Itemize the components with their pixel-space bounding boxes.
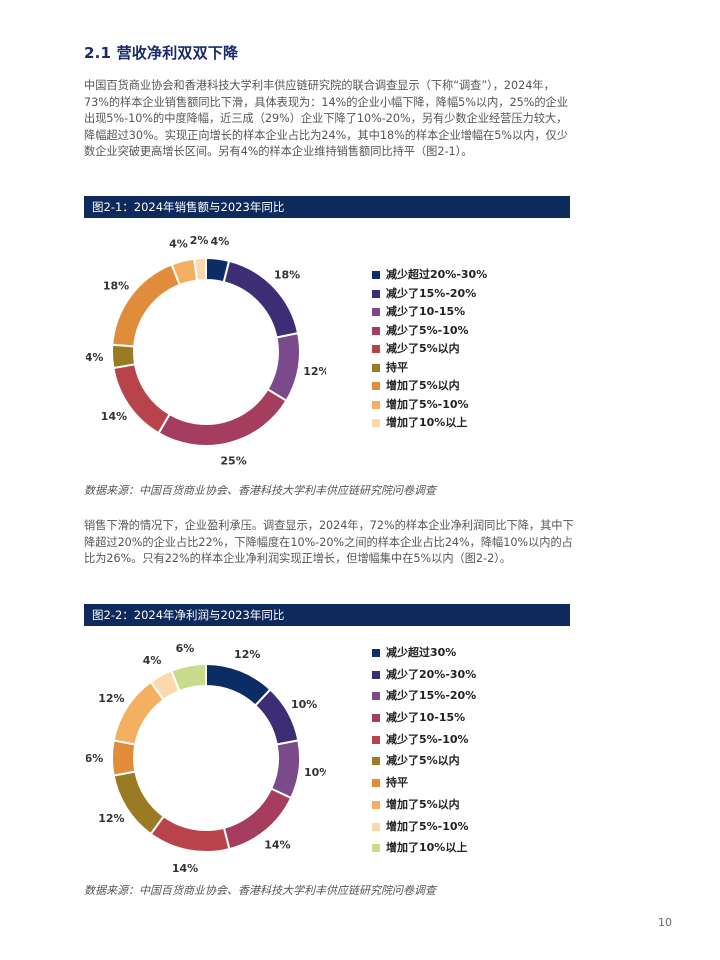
legend-swatch — [372, 400, 380, 409]
legend-item: 减少了20%-30% — [372, 668, 476, 690]
legend-swatch — [372, 735, 380, 744]
legend-item: 减少了5%-10% — [372, 324, 487, 343]
legend-label: 持平 — [386, 776, 408, 790]
legend-label: 减少了20%-30% — [386, 667, 477, 681]
legend-item: 减少超过20%-30% — [372, 268, 487, 287]
legend-swatch — [372, 757, 380, 766]
donut-slice — [111, 343, 137, 370]
legend-label: 增加了5%-10% — [386, 819, 469, 833]
legend-swatch — [372, 844, 380, 853]
donut-slice — [266, 331, 301, 403]
sales-donut-chart: 4%18%12%25%14%4%18%4%2% — [86, 234, 326, 468]
legend-swatch — [372, 382, 380, 390]
slice-label: 25% — [220, 455, 246, 468]
legend-label: 减少了5%以内 — [386, 342, 460, 355]
legend-label: 减少超过20%-30% — [386, 268, 488, 281]
legend-item: 减少超过30% — [372, 646, 476, 668]
legend-item: 增加了5%-10% — [372, 398, 487, 417]
legend-swatch — [372, 714, 380, 723]
legend-swatch — [372, 289, 380, 298]
legend-item: 增加了5%以内 — [372, 798, 476, 820]
section-title: 2.1 营收净利双双下降 — [84, 44, 239, 62]
legend-item: 减少了10-15% — [372, 711, 476, 733]
legend-label: 减少了5%-10% — [386, 323, 469, 337]
slice-label: 4% — [86, 351, 103, 364]
legend-item: 减少了5%以内 — [372, 342, 487, 361]
legend-label: 增加了10%以上 — [386, 841, 468, 855]
slice-label: 10% — [291, 698, 317, 711]
slice-label: 4% — [211, 235, 230, 248]
legend-label: 增加了5%-10% — [386, 397, 469, 411]
slice-label: 12% — [303, 365, 326, 378]
profit-paragraph: 销售下滑的情况下，企业盈利承压。调查显示，2024年，72%的样本企业净利润同比… — [84, 519, 574, 566]
legend-item: 减少了15%-20% — [372, 287, 487, 306]
slice-label: 18% — [274, 269, 300, 282]
slice-label: 12% — [98, 812, 124, 825]
legend-item: 增加了5%以内 — [372, 379, 487, 398]
legend-item: 持平 — [372, 776, 476, 798]
legend-item: 增加了5%-10% — [372, 820, 476, 842]
legend-item: 持平 — [372, 361, 487, 380]
legend-swatch — [372, 345, 380, 353]
figure-1-caption: 图2-1：2024年销售额与2023年同比 — [84, 196, 570, 218]
legend-swatch — [372, 326, 380, 335]
slice-label: 6% — [86, 752, 103, 765]
profit-donut-chart: 12% 10% 10% 14% 14% 12% 6% 12% 4% 6% — [86, 642, 326, 875]
legend-swatch — [372, 692, 380, 701]
page-number: 10 — [658, 916, 672, 929]
legend-swatch — [372, 271, 380, 279]
legend-swatch — [372, 779, 380, 788]
legend-swatch — [372, 670, 380, 679]
donut-slice — [193, 256, 207, 282]
legend-item: 增加了10%以上 — [372, 841, 476, 863]
legend-label: 减少了5%-10% — [386, 732, 469, 746]
legend-swatch — [372, 822, 380, 831]
slice-label: 14% — [172, 862, 198, 875]
donut-slice — [111, 739, 137, 777]
figure-2-source: 数据来源：中国百货商业协会、香港科技大学利丰供应链研究院问卷调查 — [84, 884, 436, 897]
legend-item: 减少了15%-20% — [372, 689, 476, 711]
slice-label: 14% — [264, 838, 290, 851]
slice-label: 4% — [169, 237, 188, 250]
donut-slice — [157, 387, 288, 447]
legend-label: 减少超过30% — [386, 646, 457, 659]
legend-label: 减少了10-15% — [386, 711, 466, 725]
legend-item: 增加了10%以上 — [372, 416, 487, 435]
legend-label: 减少了15%-20% — [386, 689, 477, 703]
legend-item: 减少了5%-10% — [372, 733, 476, 755]
legend-swatch — [372, 308, 380, 316]
donut-slice — [170, 662, 207, 693]
legend-swatch — [372, 649, 380, 657]
sales-chart-legend: 减少超过20%-30% 减少了15%-20% 减少了10-15% 减少了5%-10% 减… — [372, 268, 487, 435]
slice-label: 6% — [176, 642, 195, 655]
slice-label: 10% — [304, 766, 326, 779]
legend-swatch — [372, 363, 380, 372]
figure-1-source: 数据来源：中国百货商业协会、香港科技大学利丰供应链研究院问卷调查 — [84, 484, 436, 497]
intro-paragraph: 中国百货商业协会和香港科技大学利丰供应链研究院的联合调查显示（下称“调查”），2… — [84, 79, 568, 159]
slice-label: 18% — [103, 279, 129, 292]
legend-label: 增加了5%以内 — [386, 379, 460, 392]
slice-label: 4% — [143, 654, 162, 667]
donut-slice — [149, 814, 231, 853]
figure-2-caption: 图2-2：2024年净利润与2023年同比 — [84, 604, 570, 626]
legend-item: 减少了10-15% — [372, 305, 487, 324]
legend-swatch — [372, 419, 380, 427]
slice-label: 2% — [190, 234, 209, 247]
legend-label: 减少了15%-20% — [386, 286, 477, 300]
slice-label: 12% — [98, 692, 124, 705]
donut-slice — [111, 263, 182, 348]
legend-label: 减少了5%以内 — [386, 754, 460, 768]
slice-label: 14% — [101, 410, 127, 423]
profit-chart-legend: 减少超过30% 减少了20%-30% 减少了15%-20% 减少了10-15% 减少了5… — [372, 646, 476, 863]
legend-item: 减少了5%以内 — [372, 754, 476, 776]
legend-swatch — [372, 800, 380, 809]
legend-label: 增加了5%以内 — [386, 797, 460, 811]
slice-label: 12% — [234, 648, 260, 661]
legend-label: 减少了10-15% — [386, 305, 466, 318]
legend-label: 增加了10%以上 — [386, 416, 468, 429]
donut-slice — [269, 739, 301, 800]
legend-label: 持平 — [386, 360, 408, 374]
